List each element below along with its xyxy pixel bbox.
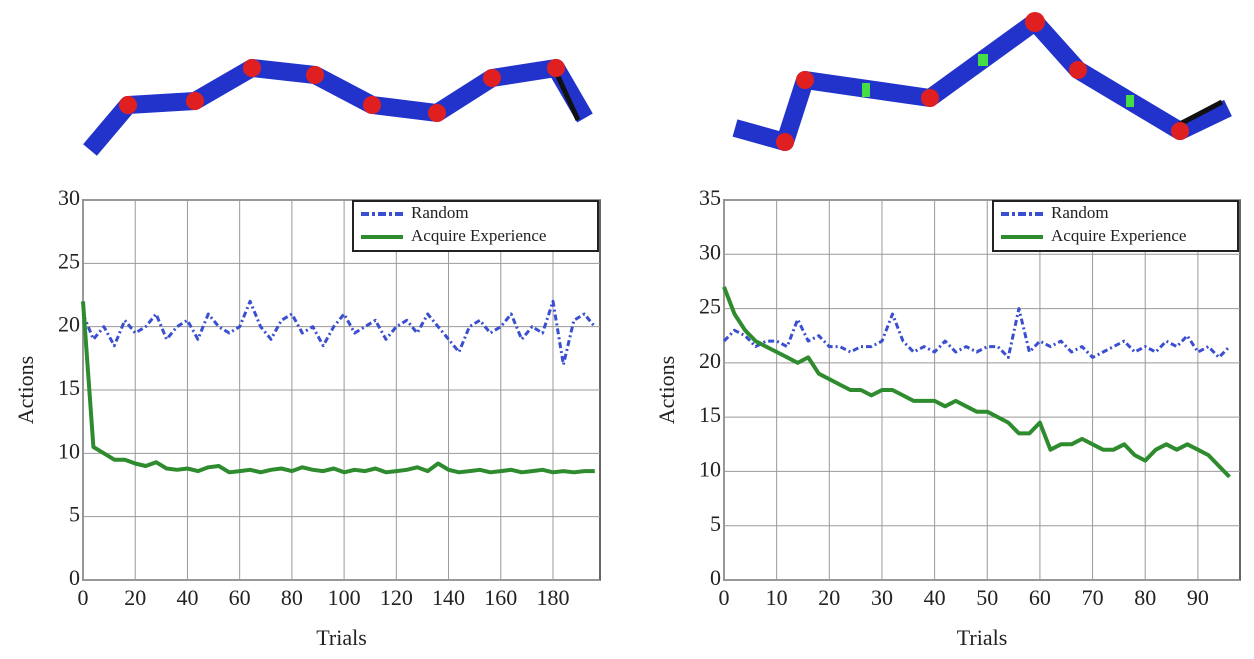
y-axis-label: Actions [13, 356, 38, 424]
x-tick-label: 60 [229, 585, 251, 610]
y-tick-label: 20 [699, 348, 721, 373]
series-line [722, 307, 1231, 359]
y-tick-label: 20 [58, 312, 80, 337]
x-tick-label: 140 [432, 585, 465, 610]
legend: Random Acquire Experience [992, 200, 1239, 252]
robot-tip [1178, 99, 1224, 127]
x-tick-label: 40 [924, 585, 946, 610]
y-tick-label: 35 [699, 185, 721, 210]
y-tick-label: 30 [699, 239, 721, 264]
y-tick-label: 10 [58, 438, 80, 463]
x-tick-label: 20 [124, 585, 146, 610]
y-tick-label: 15 [58, 375, 80, 400]
y-tick-label: 25 [58, 248, 80, 273]
x-tick-label: 0 [719, 585, 730, 610]
x-tick-label: 90 [1187, 585, 1209, 610]
x-axis-label: Trials [316, 625, 367, 650]
x-tick-label: 40 [176, 585, 198, 610]
x-tick-label: 80 [281, 585, 303, 610]
y-tick-label: 5 [710, 511, 721, 536]
x-tick-label: 160 [484, 585, 517, 610]
series-line [81, 299, 596, 367]
x-tick-label: 100 [328, 585, 361, 610]
x-tick-label: 0 [78, 585, 89, 610]
series-line [722, 286, 1231, 479]
robot-left [83, 59, 593, 156]
robot-right [732, 12, 1232, 151]
series-line [81, 301, 595, 475]
plot-area [723, 199, 1241, 581]
legend: Random Acquire Experience [352, 200, 599, 252]
y-tick-label: 0 [710, 565, 721, 590]
y-tick-label: 25 [699, 294, 721, 319]
legend-label: Random [1051, 203, 1109, 222]
chart: 0 5 10 15 20 25 30 35 0 10 20 30 40 50 60 70 80 90 Trials A… [654, 185, 1241, 650]
legend-box [992, 200, 1239, 252]
robot-joints [776, 12, 1189, 151]
legend-label: Acquire Experience [1051, 226, 1186, 245]
robot-links [83, 59, 593, 156]
y-tick-label: 10 [699, 456, 721, 481]
x-axis-label: Trials [957, 625, 1008, 650]
legend-label: Acquire Experience [411, 226, 546, 245]
y-tick-label: 30 [58, 185, 80, 210]
legend-box [352, 200, 599, 252]
x-tick-label: 80 [1134, 585, 1156, 610]
x-tick-label: 10 [766, 585, 788, 610]
y-tick-label: 5 [69, 502, 80, 527]
x-tick-label: 30 [871, 585, 893, 610]
legend-label: Random [411, 203, 469, 222]
x-tick-label: 60 [1029, 585, 1051, 610]
y-tick-label: 0 [69, 565, 80, 590]
y-axis-label: Actions [654, 356, 679, 424]
robot-joints [119, 59, 565, 122]
robot-passive-joints [862, 54, 1134, 107]
x-tick-label: 20 [818, 585, 840, 610]
x-tick-label: 120 [380, 585, 413, 610]
chart: 0 5 10 15 20 25 30 0 20 40 60 80 100 120 140 160 180 Tria… [13, 185, 601, 650]
x-tick-label: 180 [537, 585, 570, 610]
y-tick-label: 15 [699, 402, 721, 427]
x-tick-label: 70 [1082, 585, 1104, 610]
robot-tip [553, 70, 581, 122]
x-tick-label: 50 [976, 585, 998, 610]
